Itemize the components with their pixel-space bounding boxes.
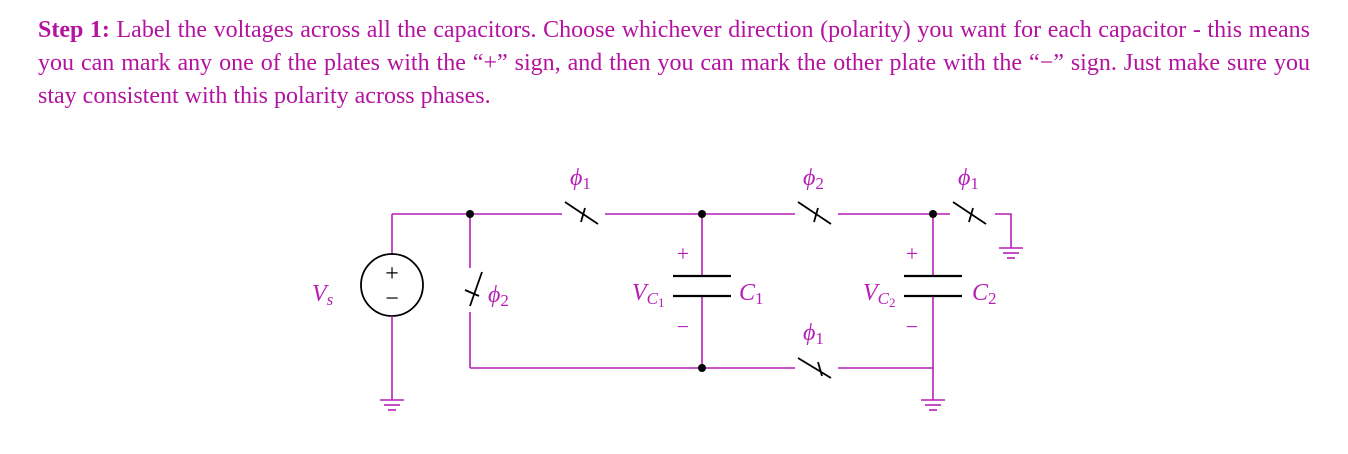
switch-phase-label: ϕ1	[570, 165, 591, 193]
junction-dot	[698, 364, 706, 372]
step-label: Step 1:	[38, 17, 110, 43]
switch-phase-label: ϕ2	[488, 282, 509, 310]
c2-voltage-label: VC2	[863, 280, 896, 310]
switch-bottom: ϕ1	[797, 320, 832, 379]
voltage-source: + − Vs	[312, 214, 424, 400]
junction-dot	[466, 210, 474, 218]
junction-dot	[698, 210, 706, 218]
switch-phase-label: ϕ1	[803, 320, 824, 348]
switch-phase-label: ϕ2	[803, 165, 824, 193]
instructions-text: Label the voltages across all the capaci…	[38, 17, 1310, 109]
ground-source	[380, 399, 404, 411]
switch-phase-label: ϕ1	[958, 165, 979, 193]
capacitor-c2: + − VC2 C2	[863, 241, 997, 339]
c1-voltage-label: VC1	[632, 280, 665, 310]
c2-minus-sign: −	[906, 314, 918, 339]
ground-c2	[921, 399, 945, 411]
switch-vertical: ϕ2	[464, 271, 509, 310]
capacitor-c1: + − VC1 C1	[632, 241, 764, 339]
ground-right	[999, 247, 1023, 259]
c2-name-label: C2	[972, 280, 997, 308]
instructions-paragraph: Step 1: Label the voltages across all th…	[38, 14, 1310, 113]
switch-top-left: ϕ1	[564, 165, 599, 225]
c1-name-label: C1	[739, 280, 764, 308]
c2-plus-sign: +	[906, 241, 918, 266]
source-plus-sign: +	[385, 261, 399, 287]
wires	[392, 213, 1012, 400]
junction-dot	[929, 210, 937, 218]
source-minus-sign: −	[385, 286, 399, 312]
c1-minus-sign: −	[677, 314, 689, 339]
switch-top-middle: ϕ2	[797, 165, 832, 225]
source-label: Vs	[312, 281, 334, 309]
switch-top-right: ϕ1	[952, 165, 987, 225]
c1-plus-sign: +	[677, 241, 689, 266]
